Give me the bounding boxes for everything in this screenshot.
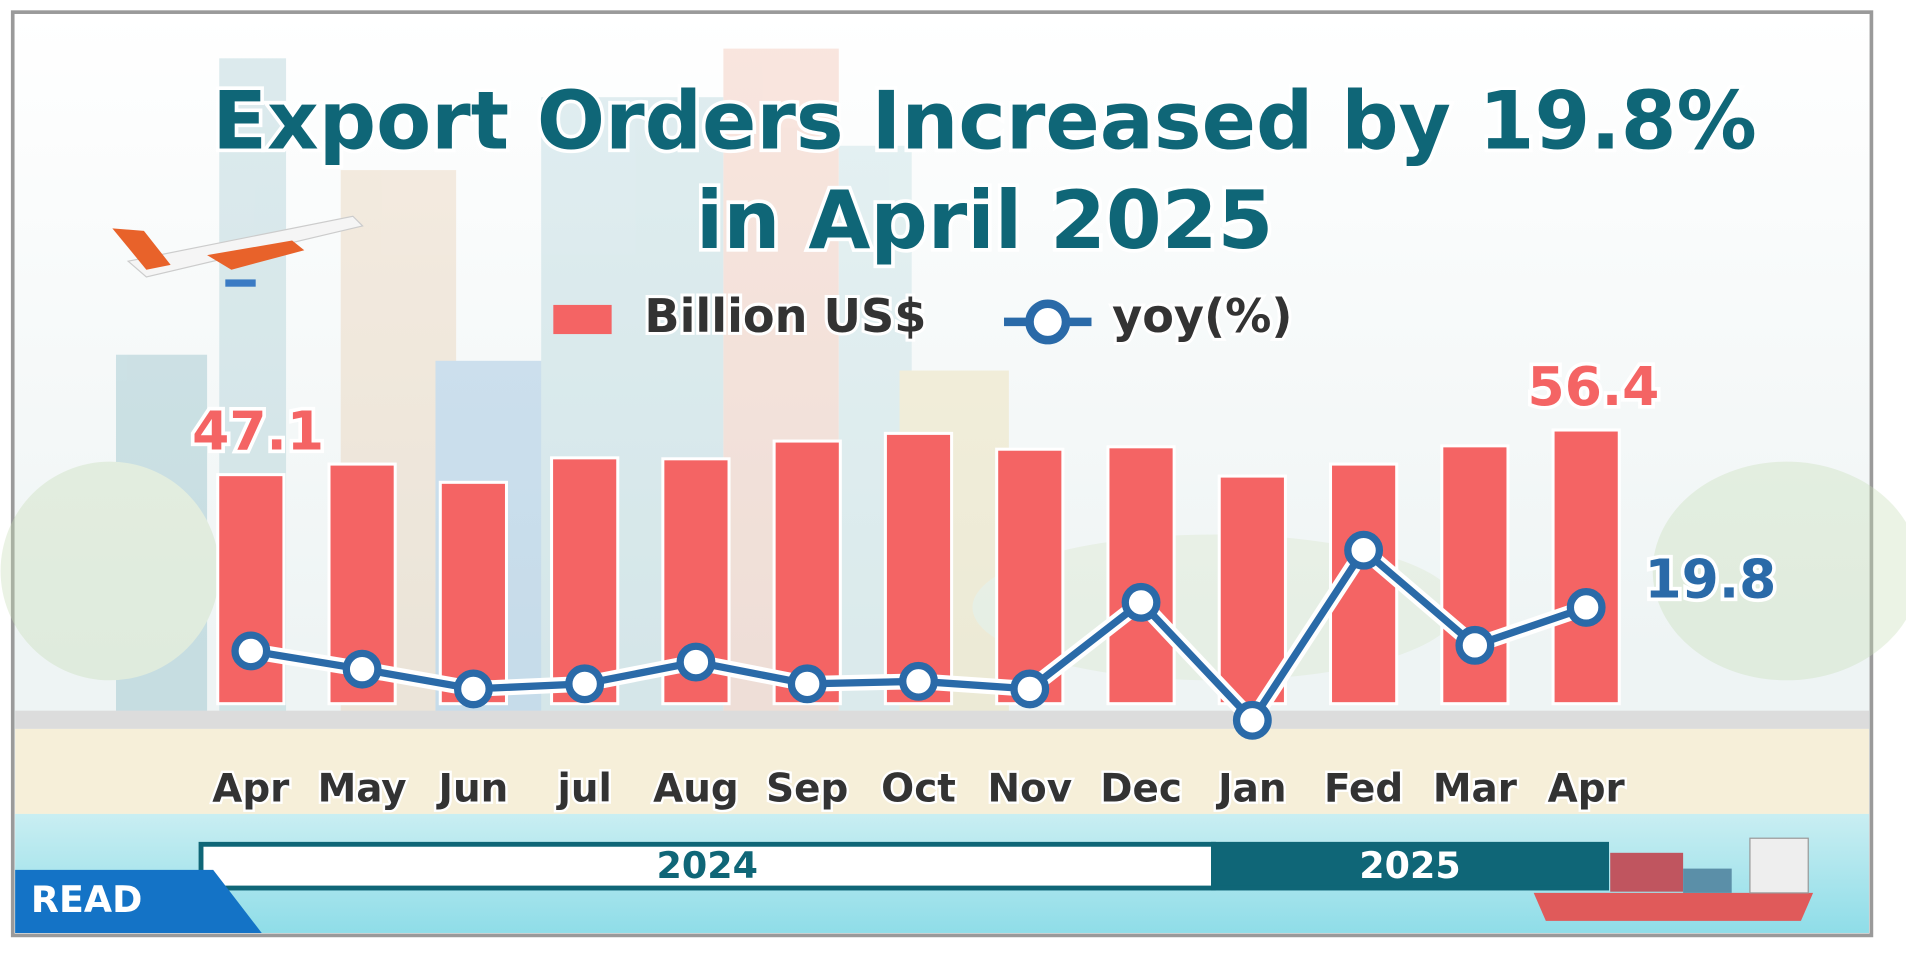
x-tick-label: Aug — [653, 766, 739, 811]
x-tick-label: Apr — [1548, 766, 1626, 811]
x-tick-label: May — [318, 766, 407, 811]
line-marker — [1232, 700, 1272, 740]
year-box — [1211, 841, 1610, 891]
bar — [438, 480, 509, 706]
airplane — [112, 215, 364, 287]
line-marker — [1455, 625, 1495, 665]
chart-title: in April 2025 — [696, 174, 1273, 267]
legend-label: yoy(%) — [1112, 289, 1292, 343]
line-marker — [676, 642, 716, 682]
year-label: 2024 — [657, 844, 758, 887]
x-tick-label: Sep — [766, 766, 848, 811]
line-value-label: 19.8 — [1644, 548, 1776, 611]
line-marker — [1566, 587, 1606, 627]
line-marker — [1344, 530, 1384, 570]
bar — [995, 447, 1065, 706]
chart-title: Export Orders Increased by 19.8% — [212, 74, 1757, 167]
badge-bg — [15, 869, 262, 933]
x-tick-label: Jun — [435, 766, 508, 811]
bar — [772, 439, 842, 706]
bar — [1217, 474, 1287, 706]
legend-swatch — [553, 304, 612, 335]
line-marker — [787, 664, 827, 704]
year-box — [198, 841, 1216, 891]
legend-label: Billion US$ — [644, 289, 926, 343]
x-tick-label: Apr — [212, 766, 290, 811]
bar-value-label: 47.1 — [192, 399, 324, 462]
x-tick-label: Dec — [1100, 766, 1182, 811]
year-label: 2025 — [1359, 844, 1460, 887]
x-tick-label: Jan — [1215, 766, 1286, 811]
plot: Export Orders Increased by 19.8%in April… — [15, 71, 1780, 933]
legend-marker — [1025, 299, 1071, 345]
x-tick-label: Nov — [987, 766, 1072, 811]
line-marker — [453, 669, 493, 709]
line-marker — [1121, 582, 1161, 622]
line-marker — [1010, 669, 1050, 709]
bar — [883, 431, 954, 706]
line-marker — [899, 661, 938, 701]
bar-value-label: 56.4 — [1528, 355, 1660, 418]
line-marker — [565, 664, 605, 704]
x-tick-label: Mar — [1433, 766, 1518, 811]
x-tick-label: Oct — [881, 766, 956, 811]
line-marker — [231, 631, 271, 671]
line-marker — [342, 649, 382, 689]
badge-label: READ — [31, 878, 142, 921]
x-tick-label: Fed — [1324, 766, 1403, 811]
bar — [1106, 445, 1176, 706]
bar — [1551, 428, 1621, 706]
ship — [1533, 837, 1814, 921]
x-tick-label: jul — [556, 766, 612, 811]
bar — [550, 456, 620, 706]
